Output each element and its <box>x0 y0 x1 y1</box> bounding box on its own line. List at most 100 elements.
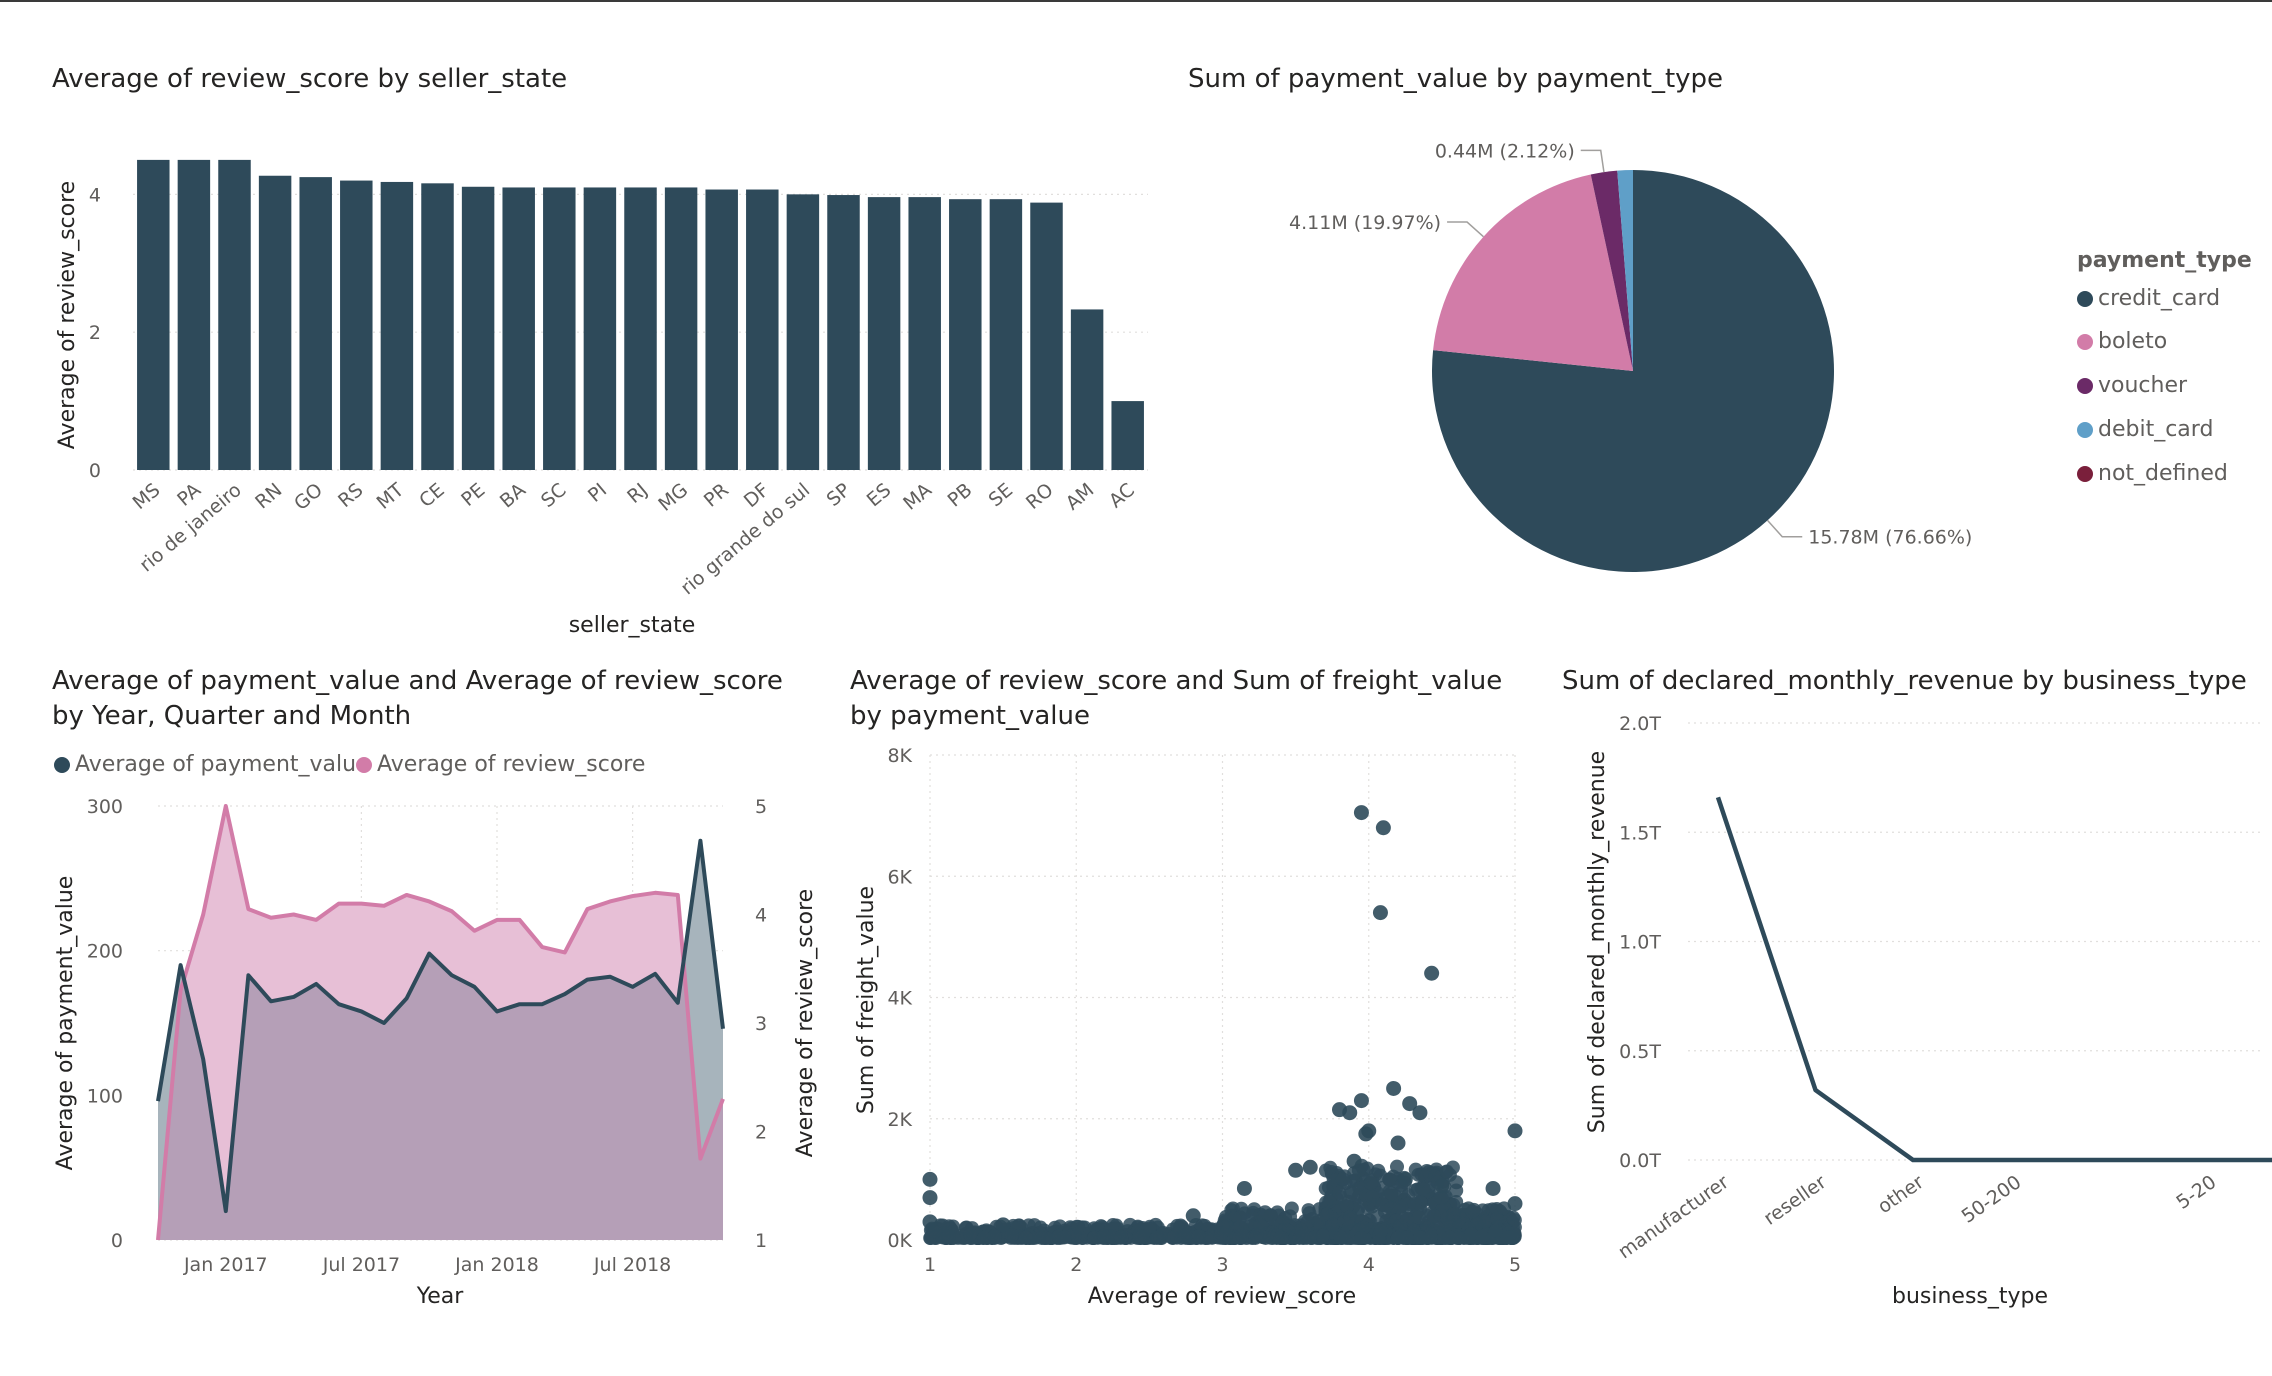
scatter-point <box>1390 1159 1405 1174</box>
legend-item-credit-card[interactable]: credit_card <box>2077 286 2220 311</box>
scatter-point <box>1507 1213 1522 1228</box>
y-tick-label: 2.0T <box>1619 713 1661 735</box>
revenue-line <box>1715 796 2272 1163</box>
x-tick-label: MT <box>373 479 409 514</box>
bar <box>908 197 941 470</box>
line-review-score <box>156 804 725 1241</box>
bar <box>1030 202 1063 471</box>
scatter-point <box>1383 1200 1398 1215</box>
bar <box>1070 309 1104 470</box>
pie-slice <box>1432 170 1834 573</box>
legend-dot <box>2077 465 2093 482</box>
scatter-point <box>1346 1153 1362 1169</box>
scatter-point <box>1358 1126 1374 1142</box>
x-tick-label: Jan 2018 <box>454 1254 539 1276</box>
scatter-point <box>1293 1222 1308 1237</box>
legend-item-debit-card[interactable]: debit_card <box>2077 417 2213 442</box>
scatter-point <box>1114 1230 1129 1245</box>
scatter-point <box>1397 1171 1413 1187</box>
scatter-point <box>1507 1123 1523 1139</box>
scatter-point <box>1004 1228 1019 1243</box>
x-tick-label: reseller <box>1760 1171 1831 1230</box>
scatter-point <box>1465 1204 1480 1219</box>
scatter-point <box>1170 1218 1185 1233</box>
scatter-point <box>922 1171 938 1187</box>
scatter-point <box>1319 1207 1334 1222</box>
bar-chart-review-by-state[interactable]: Average of review_score by seller_state … <box>0 0 1180 660</box>
legend-item-voucher[interactable]: voucher <box>2077 373 2187 398</box>
scatter-point <box>987 1229 1002 1244</box>
legend-label: debit_card <box>2098 417 2214 442</box>
x-tick-label: PR <box>700 479 733 512</box>
scatter-point <box>1353 1093 1369 1109</box>
legend-dot <box>2077 333 2093 350</box>
scatter-chart-review-freight[interactable]: Average of review_score and Sum of freig… <box>830 660 1550 1376</box>
scatter-point <box>1318 1181 1333 1196</box>
y-tick-label: 1.0T <box>1619 932 1661 954</box>
x-axis-title: business_type <box>1892 1284 2048 1309</box>
x-tick-label: Jul 2017 <box>322 1254 400 1276</box>
y-tick-label: 1.5T <box>1619 822 1661 844</box>
legend-item-not-defined[interactable]: not_defined <box>2077 461 2228 486</box>
x-tick-label: CE <box>415 479 449 512</box>
legend-label: not_defined <box>2098 461 2228 486</box>
scatter-point <box>1416 1182 1431 1197</box>
y-tick-label: 8K <box>887 745 912 767</box>
scatter-point <box>995 1217 1011 1233</box>
x-tick-label: 50-200 <box>1958 1171 2026 1228</box>
scatter-point <box>1507 1196 1523 1212</box>
bar <box>421 183 454 471</box>
x-tick-label: BA <box>496 479 530 513</box>
y-axis-title: Average of payment_value <box>53 876 78 1171</box>
scatter-point <box>1071 1219 1086 1234</box>
scatter-point <box>1263 1208 1278 1223</box>
x-tick-label: RN <box>251 479 286 513</box>
legend-item-payment-value[interactable]: Average of payment_value <box>54 752 370 777</box>
y2-tick-label: 5 <box>755 796 767 818</box>
scatter-point <box>1236 1180 1252 1196</box>
y-tick-label: 300 <box>87 796 123 818</box>
scatter-point <box>1440 1211 1455 1226</box>
x-tick-label: 2 <box>1070 1254 1082 1276</box>
scatter-point <box>1490 1211 1505 1226</box>
area-chart-payment-review-time[interactable]: Average of payment_value and Average of … <box>0 660 830 1376</box>
scatter-point <box>1375 820 1391 836</box>
bar <box>340 180 373 470</box>
chart-title: Average of review_score by seller_state <box>52 64 568 94</box>
scatter-point <box>1488 1223 1503 1238</box>
scatter-point <box>1273 1230 1288 1245</box>
legend-item-review-score[interactable]: Average of review_score <box>356 752 645 777</box>
scatter-point <box>1335 1172 1350 1187</box>
bar <box>664 187 698 470</box>
x-tick-label: PE <box>457 479 489 511</box>
legend-label: voucher <box>2098 373 2188 398</box>
scatter-point <box>1399 1230 1414 1245</box>
scatter-point <box>1191 1229 1206 1244</box>
y-tick-label: 0 <box>111 1230 123 1252</box>
scatter-point <box>1407 1197 1422 1212</box>
y-tick-label: 6K <box>887 866 912 888</box>
scatter-point <box>1439 1164 1454 1179</box>
scatter-point <box>1202 1230 1217 1245</box>
y2-tick-label: 2 <box>755 1122 767 1144</box>
legend-item-boleto[interactable]: boleto <box>2077 329 2167 354</box>
line-chart-revenue-by-business[interactable]: Sum of declared_monthly_revenue by busin… <box>1550 660 2272 1376</box>
scatter-point <box>1342 1105 1358 1121</box>
x-tick-label: SE <box>985 479 1018 511</box>
y-axis-title: Sum of declared_monthly_revenue <box>1585 751 1610 1133</box>
pie-slice <box>1590 170 1633 371</box>
bar <box>705 189 738 470</box>
bar <box>1111 401 1144 470</box>
x-tick-label: AC <box>1105 479 1139 513</box>
x-tick-label: 1 <box>924 1254 936 1276</box>
scatter-point <box>1382 1172 1397 1187</box>
scatter-point <box>922 1214 938 1230</box>
y-tick-label: 0.0T <box>1619 1150 1661 1172</box>
y-tick-label: 4K <box>887 988 912 1010</box>
data-label: 4.11M (19.97%) <box>1289 212 1441 234</box>
x-tick-label: PB <box>944 479 977 512</box>
scatter-point <box>1500 1230 1515 1245</box>
scatter-point <box>1393 1218 1408 1233</box>
pie-chart-payment-by-type[interactable]: Sum of payment_value by payment_type 15.… <box>1180 0 2272 660</box>
scatter-point <box>1253 1218 1268 1233</box>
